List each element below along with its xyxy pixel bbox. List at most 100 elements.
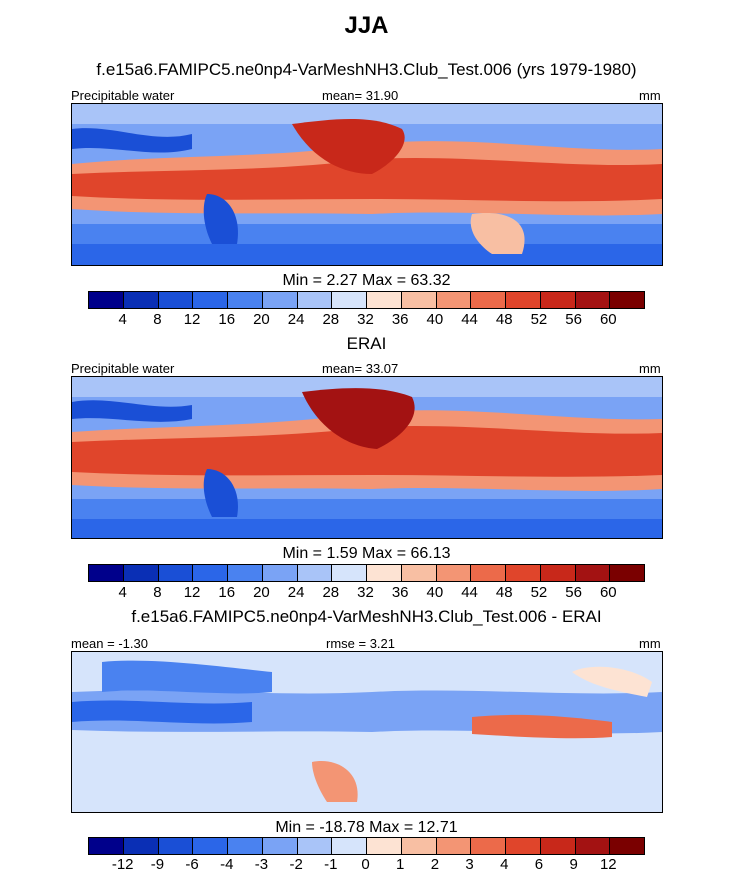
- colorbar-box: [575, 838, 611, 854]
- colorbar-box: [610, 292, 644, 308]
- panel-3-colorbar-ticks: -12 -9 -6 -4 -3 -2 -1 0 1 2 3 4 6 9 12: [88, 856, 643, 874]
- colorbar-box: [193, 565, 228, 581]
- colorbar-box: [297, 292, 333, 308]
- colorbar-tick-label: 60: [599, 584, 617, 601]
- colorbar-tick-label: 32: [357, 311, 374, 328]
- colorbar-box: [262, 565, 298, 581]
- colorbar-box: [506, 565, 541, 581]
- panel-3-colorbar: [88, 837, 645, 855]
- colorbar-tick-label: 6: [534, 856, 544, 873]
- panel-1-colorbar: [88, 291, 645, 309]
- colorbar-tick-label: 4: [118, 584, 127, 601]
- panel-2-colorbar: [88, 564, 645, 582]
- colorbar-tick-label: 2: [430, 856, 440, 873]
- colorbar-box: [367, 292, 402, 308]
- colorbar-box: [123, 292, 159, 308]
- panel-3-mean-label: mean = -1.30: [71, 636, 148, 651]
- colorbar-tick-label: 28: [322, 584, 340, 601]
- colorbar-tick-label: 12: [599, 856, 617, 873]
- colorbar-box: [367, 565, 402, 581]
- colorbar-box: [262, 292, 298, 308]
- colorbar-box: [401, 838, 437, 854]
- panel-1-minmax: Min = 2.27 Max = 63.32: [282, 272, 451, 289]
- colorbar-tick-label: 4: [118, 311, 127, 328]
- panel-1-units-label: mm: [639, 88, 661, 103]
- colorbar-tick-label: 52: [530, 311, 548, 328]
- colorbar-tick-label: 12: [183, 584, 201, 601]
- colorbar-tick-label: 4: [500, 856, 509, 873]
- colorbar-tick-label: 16: [218, 584, 236, 601]
- colorbar-tick-label: 9: [569, 856, 578, 873]
- colorbar-tick-label: 56: [565, 584, 582, 601]
- colorbar-box: [540, 565, 576, 581]
- colorbar-tick-label: -1: [324, 856, 338, 873]
- colorbar-box: [471, 838, 506, 854]
- panel-1-mean-label: mean= 31.90: [322, 88, 399, 103]
- colorbar-tick-label: -9: [150, 856, 165, 873]
- colorbar-box: [436, 292, 472, 308]
- colorbar-tick-label: 48: [495, 311, 513, 328]
- colorbar-tick-label: 44: [461, 584, 478, 601]
- colorbar-box: [332, 292, 367, 308]
- colorbar-box: [575, 292, 611, 308]
- panel-2-variable-label: Precipitable water: [71, 361, 175, 376]
- colorbar-box: [506, 838, 541, 854]
- colorbar-box: [158, 838, 194, 854]
- colorbar-box: [297, 565, 333, 581]
- colorbar-tick-label: 32: [357, 584, 374, 601]
- colorbar-box: [89, 838, 124, 854]
- colorbar-tick-label: 1: [396, 856, 405, 873]
- panel-1-variable-label: Precipitable water: [71, 88, 175, 103]
- colorbar-tick-label: 20: [253, 311, 270, 328]
- colorbar-tick-label: -6: [185, 856, 199, 873]
- colorbar-box: [262, 838, 298, 854]
- colorbar-box: [436, 838, 472, 854]
- panel-2-field: [72, 377, 662, 538]
- colorbar-box: [297, 838, 333, 854]
- colorbar-tick-label: -12: [111, 856, 134, 873]
- colorbar-box: [575, 565, 611, 581]
- colorbar-tick-label: 52: [530, 584, 548, 601]
- colorbar-tick-label: 3: [465, 856, 474, 873]
- colorbar-box: [540, 838, 576, 854]
- colorbar-box: [228, 838, 263, 854]
- colorbar-tick-label: 8: [153, 584, 162, 601]
- colorbar-tick-label: 8: [153, 311, 162, 328]
- colorbar-box: [89, 565, 124, 581]
- panel-1-title: f.e15a6.FAMIPC5.ne0np4-VarMeshNH3.Club_T…: [96, 60, 637, 79]
- colorbar-tick-label: -4: [220, 856, 234, 873]
- panel-1-field: [72, 104, 662, 265]
- colorbar-box: [471, 565, 506, 581]
- colorbar-box: [228, 565, 263, 581]
- panel-2-mean-label: mean= 33.07: [322, 361, 399, 376]
- panel-2-title: ERAI: [346, 334, 387, 353]
- colorbar-tick-label: 48: [495, 584, 513, 601]
- colorbar-box: [89, 292, 124, 308]
- colorbar-box: [367, 838, 402, 854]
- panel-2-map: [71, 376, 663, 539]
- colorbar-box: [540, 292, 576, 308]
- figure-title: JJA: [344, 12, 389, 39]
- colorbar-box: [471, 292, 506, 308]
- colorbar-tick-label: -2: [289, 856, 303, 873]
- colorbar-tick-label: -3: [254, 856, 269, 873]
- colorbar-tick-label: 24: [287, 584, 305, 601]
- colorbar-box: [610, 838, 644, 854]
- panel-1-map: [71, 103, 663, 266]
- colorbar-box: [158, 565, 194, 581]
- panel-3-minmax: Min = -18.78 Max = 12.71: [275, 819, 458, 836]
- panel-3-field: [72, 652, 662, 812]
- colorbar-box: [123, 565, 159, 581]
- colorbar-box: [436, 565, 472, 581]
- panel-2-units-label: mm: [639, 361, 661, 376]
- colorbar-box: [123, 838, 159, 854]
- colorbar-box: [401, 292, 437, 308]
- colorbar-box: [193, 838, 228, 854]
- colorbar-tick-label: 20: [253, 584, 270, 601]
- panel-3-rmse-label: rmse = 3.21: [326, 636, 396, 651]
- colorbar-tick-label: 0: [361, 856, 370, 873]
- colorbar-tick-label: 44: [461, 311, 478, 328]
- colorbar-box: [158, 292, 194, 308]
- colorbar-box: [332, 565, 367, 581]
- colorbar-tick-label: 56: [565, 311, 582, 328]
